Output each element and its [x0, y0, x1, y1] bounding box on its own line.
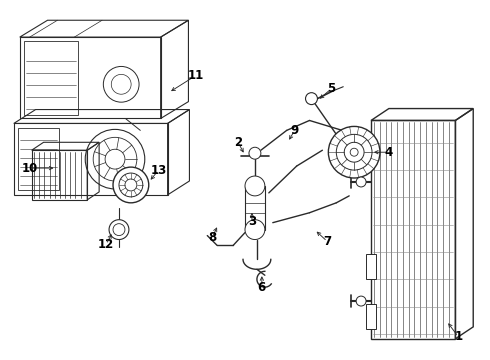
Text: 7: 7 — [323, 235, 331, 248]
Bar — [24, 41, 78, 114]
Circle shape — [328, 126, 380, 178]
Text: 6: 6 — [258, 281, 266, 294]
Text: 10: 10 — [22, 162, 38, 175]
Polygon shape — [371, 109, 473, 121]
Polygon shape — [32, 142, 99, 150]
Circle shape — [113, 167, 149, 203]
Text: 9: 9 — [291, 124, 299, 137]
Bar — [366, 255, 376, 279]
Bar — [18, 129, 59, 190]
Text: 2: 2 — [234, 136, 242, 149]
Polygon shape — [20, 20, 189, 37]
Circle shape — [306, 93, 318, 105]
Text: 13: 13 — [150, 163, 167, 176]
Circle shape — [356, 177, 366, 187]
Text: 1: 1 — [454, 330, 463, 343]
Bar — [371, 121, 455, 339]
Circle shape — [356, 296, 366, 306]
Polygon shape — [14, 109, 190, 123]
Polygon shape — [371, 121, 455, 339]
Polygon shape — [161, 20, 189, 118]
Bar — [20, 37, 161, 118]
Polygon shape — [87, 142, 99, 200]
Text: 3: 3 — [248, 215, 256, 228]
Bar — [14, 123, 168, 195]
Bar — [366, 304, 376, 329]
Text: 4: 4 — [385, 146, 393, 159]
Circle shape — [109, 220, 129, 239]
Polygon shape — [14, 123, 168, 195]
Polygon shape — [32, 150, 87, 200]
Bar — [32, 150, 87, 200]
Circle shape — [245, 220, 265, 239]
Bar — [245, 186, 265, 230]
Polygon shape — [455, 109, 473, 339]
Text: 5: 5 — [327, 82, 336, 95]
Circle shape — [245, 176, 265, 196]
Polygon shape — [168, 109, 190, 195]
Text: 12: 12 — [98, 238, 114, 251]
Circle shape — [249, 147, 261, 159]
Text: 8: 8 — [208, 231, 217, 244]
Text: 11: 11 — [187, 69, 203, 82]
Polygon shape — [20, 37, 161, 118]
